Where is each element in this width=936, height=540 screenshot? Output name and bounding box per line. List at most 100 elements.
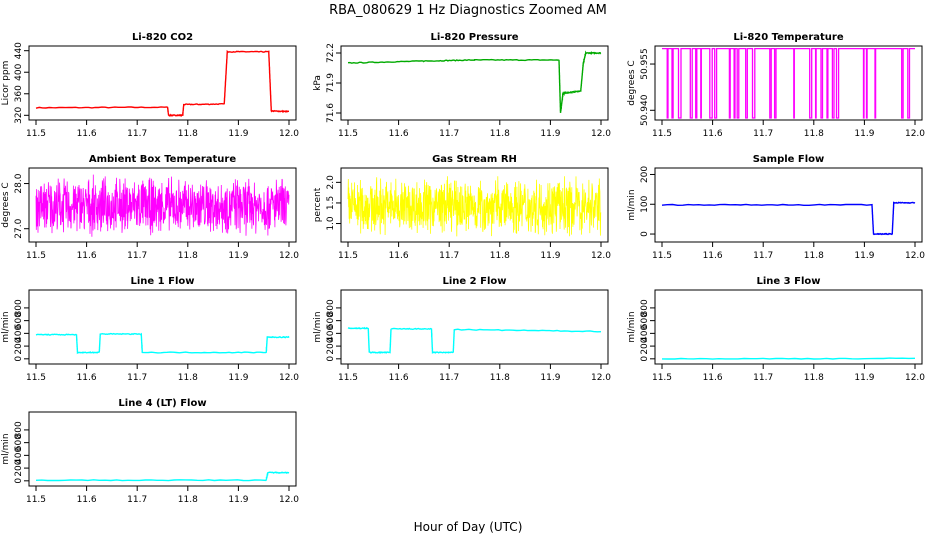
y-tick-label: 0 (640, 356, 650, 362)
plot-frame (340, 45, 609, 121)
x-tick-label: 11.8 (178, 251, 198, 261)
x-tick-label: 11.5 (26, 129, 46, 139)
y-axis-label: Licor ppm (1, 61, 11, 106)
x-tick-label: 12.0 (905, 251, 925, 261)
x-tick-label: 11.6 (77, 251, 97, 261)
x-tick-label: 11.7 (439, 251, 459, 261)
y-tick-label: 600 (640, 312, 650, 329)
x-tick-label: 11.6 (77, 129, 97, 139)
x-tick-label: 11.5 (652, 129, 672, 139)
panel-title: Sample Flow (753, 154, 825, 165)
x-tick-label: 12.0 (905, 129, 925, 139)
y-tick-label: 360 (14, 85, 24, 102)
y-axis-label: degrees C (1, 182, 11, 227)
x-tick-label: 11.6 (389, 251, 409, 261)
x-tick-label: 12.0 (279, 129, 299, 139)
panel-title: Line 4 (LT) Flow (118, 398, 206, 409)
y-tick-label: 400 (640, 325, 650, 342)
x-tick-label: 11.5 (652, 373, 672, 383)
panel-p7: Line 1 Flow ml/min 11.5 11.6 11.7 11.8 11.9 12.… (1, 276, 299, 383)
y-tick-label: 0 (640, 231, 650, 237)
x-tick-label: 12.0 (905, 373, 925, 383)
panel-title: Line 1 Flow (131, 276, 195, 287)
y-axis-label: ml/min (313, 311, 323, 342)
x-axis-label: Hour of Day (UTC) (414, 520, 523, 534)
x-tick-label: 11.5 (26, 251, 46, 261)
x-tick-label: 12.0 (279, 373, 299, 383)
x-tick-label: 11.7 (127, 373, 147, 383)
y-tick-label: 50.940 (640, 94, 650, 126)
panel-p10: Line 4 (LT) Flow ml/min 11.5 11.6 11.7 11.8 11… (1, 398, 299, 505)
y-tick-label: 200 (640, 337, 650, 354)
x-tick-label: 11.7 (127, 251, 147, 261)
plot-frame (28, 45, 297, 121)
x-tick-label: 11.8 (490, 373, 510, 383)
x-tick-label: 11.6 (703, 251, 723, 261)
x-tick-label: 11.7 (439, 373, 459, 383)
x-tick-label: 11.8 (804, 251, 824, 261)
x-tick-label: 11.8 (804, 373, 824, 383)
y-tick-label: 50.955 (640, 48, 650, 80)
x-tick-label: 11.6 (77, 495, 97, 505)
y-tick-label: 0 (326, 356, 336, 362)
panel-p9: Line 3 Flow ml/min 11.5 11.6 11.7 11.8 11.9 12.… (627, 276, 925, 383)
y-tick-label: 400 (14, 447, 24, 464)
x-tick-label: 11.9 (540, 373, 560, 383)
panel-title: Line 3 Flow (757, 276, 821, 287)
y-tick-label: 200 (640, 166, 650, 183)
y-axis-label: ml/min (1, 433, 11, 464)
x-tick-label: 11.7 (753, 129, 773, 139)
y-tick-label: 440 (14, 42, 24, 59)
panel-title: Line 2 Flow (443, 276, 507, 287)
x-tick-label: 11.6 (703, 373, 723, 383)
panel-title: Li-820 Temperature (733, 32, 843, 43)
x-tick-label: 12.0 (591, 251, 611, 261)
y-tick-label: 200 (14, 337, 24, 354)
x-tick-label: 11.8 (804, 129, 824, 139)
y-tick-label: 72.2 (326, 43, 336, 63)
panel-title: Ambient Box Temperature (89, 154, 236, 165)
x-tick-label: 12.0 (591, 373, 611, 383)
series-line (35, 471, 290, 482)
x-tick-label: 11.5 (338, 129, 358, 139)
x-tick-label: 11.8 (178, 129, 198, 139)
x-tick-label: 11.9 (540, 251, 560, 261)
x-tick-label: 11.6 (703, 129, 723, 139)
y-tick-label: 400 (14, 63, 24, 80)
figure-title: RBA_080629 1 Hz Diagnostics Zoomed AM (329, 3, 607, 18)
x-tick-label: 11.7 (439, 129, 459, 139)
x-tick-label: 11.8 (490, 251, 510, 261)
x-tick-label: 11.5 (338, 251, 358, 261)
panel-p8: Line 2 Flow ml/min 11.5 11.6 11.7 11.8 11.9 12.… (313, 276, 611, 383)
x-tick-label: 11.6 (389, 373, 409, 383)
y-tick-label: 600 (14, 434, 24, 451)
y-tick-label: 27.0 (14, 218, 24, 238)
x-tick-label: 11.9 (854, 129, 874, 139)
y-tick-label: 600 (14, 312, 24, 329)
panel-p1: Li-820 CO2 Licor ppm 11.5 11.6 11.7 11.8 11.9 1… (1, 32, 299, 139)
x-tick-label: 11.9 (228, 495, 248, 505)
x-tick-label: 11.5 (652, 251, 672, 261)
x-tick-label: 11.8 (178, 373, 198, 383)
y-axis-label: ml/min (627, 189, 637, 220)
series-line (35, 50, 289, 117)
panel-p6: Sample Flow ml/min 11.5 11.6 11.7 11.8 11.9 12.… (627, 154, 925, 261)
x-tick-label: 11.7 (753, 251, 773, 261)
x-tick-label: 11.7 (753, 373, 773, 383)
series-line (347, 176, 602, 237)
y-tick-label: 100 (640, 195, 650, 212)
panel-p3: Li-820 Temperature degrees C 11.5 11.6 11.7 1… (627, 32, 925, 139)
x-tick-label: 12.0 (279, 251, 299, 261)
series-line (347, 326, 602, 354)
y-tick-label: 28.0 (14, 173, 24, 193)
x-tick-label: 11.7 (127, 129, 147, 139)
x-tick-label: 11.6 (389, 129, 409, 139)
panels: Li-820 CO2 Licor ppm 11.5 11.6 11.7 11.8 11.9 1… (1, 32, 925, 505)
y-axis-label: ml/min (627, 311, 637, 342)
series-line (661, 201, 916, 236)
y-tick-label: 800 (14, 299, 24, 316)
x-tick-label: 11.8 (178, 495, 198, 505)
plot-frame (654, 289, 923, 365)
y-tick-label: 200 (326, 337, 336, 354)
